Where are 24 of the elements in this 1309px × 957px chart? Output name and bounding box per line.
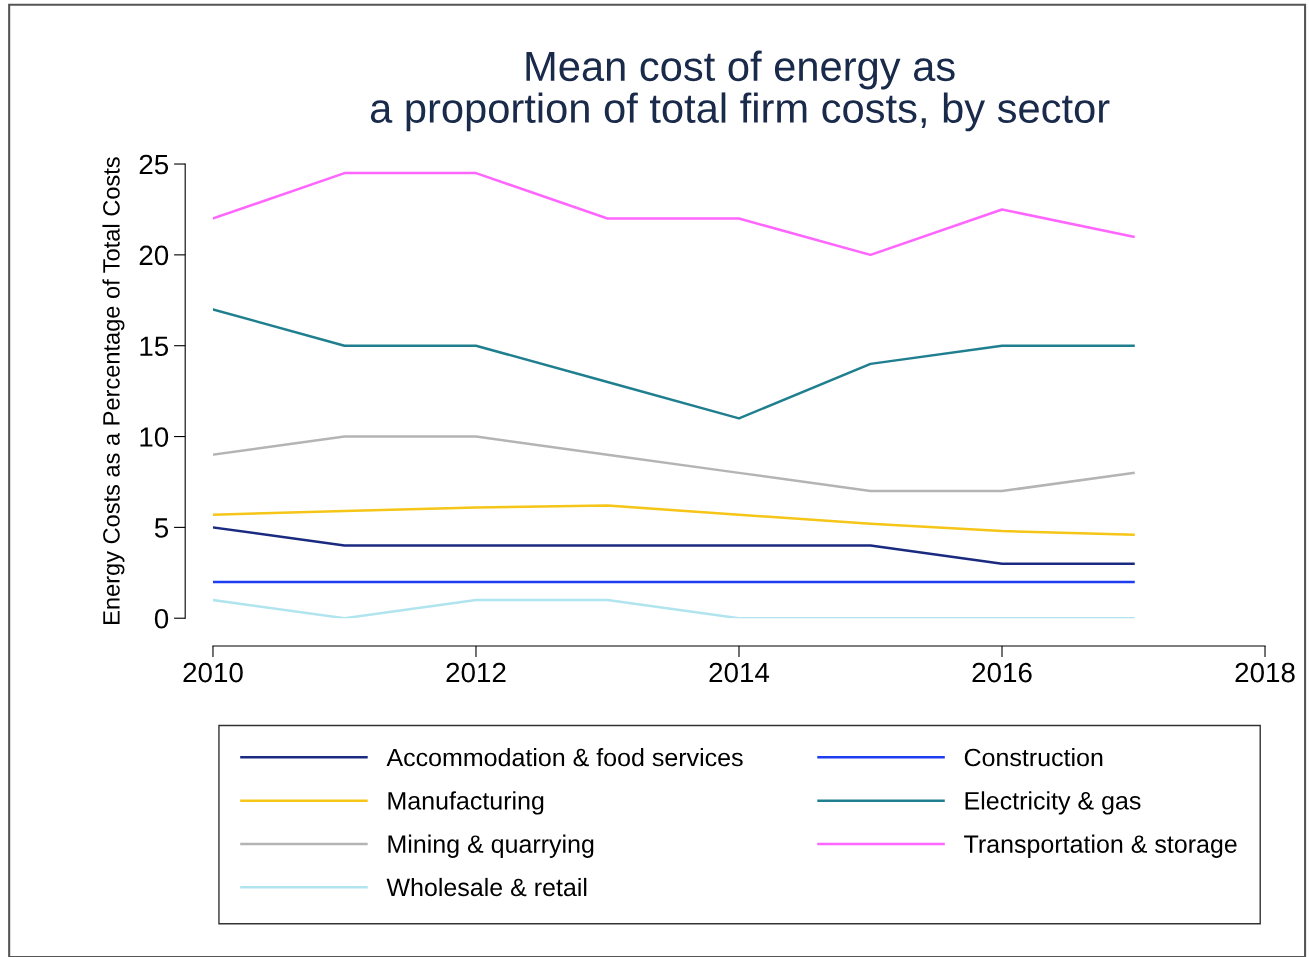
y-tick-label: 5 [154, 518, 169, 538]
legend-label: Construction [964, 747, 1103, 767]
legend-label: Manufacturing [388, 791, 544, 815]
line-series [212, 504, 1135, 536]
x-tick-label: 2018 [1235, 662, 1295, 683]
y-axis-title: Energy Costs as a Percentage of Total Costs [102, 157, 125, 624]
x-tick-label: 2016 [972, 662, 1032, 683]
legend-label: Transportation & storage [964, 834, 1237, 858]
chart-title: Mean cost of energy as a proportion of total firm costs, by sector [370, 50, 1110, 132]
y-tick-label: 15 [140, 336, 169, 357]
line-series [212, 171, 1135, 257]
y-tick-label: 10 [140, 427, 169, 447]
line-series [212, 435, 1135, 493]
x-tick-label: 2010 [183, 662, 243, 683]
legend-label: Electricity & gas [965, 791, 1141, 815]
y-tick-label: 0 [154, 608, 169, 629]
y-tick-label: 25 [139, 154, 169, 175]
legend-label: Accommodation & food services [386, 747, 743, 767]
legend-label: Wholesale & retail [386, 877, 587, 897]
x-tick-label: 2012 [446, 662, 506, 683]
x-tick-label: 2014 [709, 662, 770, 683]
line-series [212, 308, 1135, 420]
legend-label: Mining & quarrying [388, 834, 594, 858]
y-tick-label: 20 [139, 245, 169, 266]
